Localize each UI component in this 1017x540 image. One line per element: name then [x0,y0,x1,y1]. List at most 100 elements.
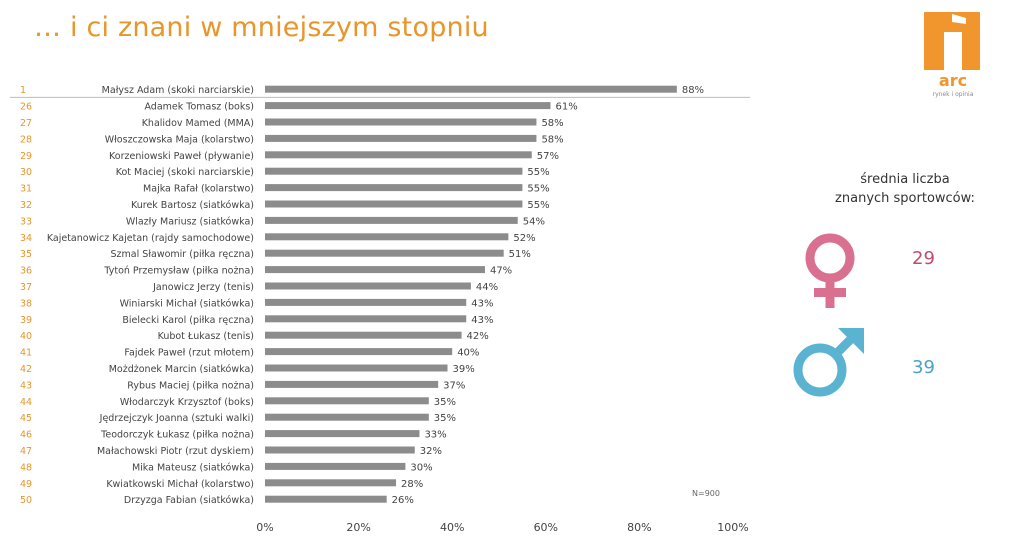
rank-label: 43 [20,380,32,391]
bar [265,266,485,274]
category-label: Mika Mateusz (siatkówka) [132,462,254,473]
data-label: 57% [537,151,559,162]
rank-label: 28 [20,134,32,145]
category-label: Adamek Tomasz (boks) [144,102,254,113]
data-label: 39% [453,364,475,375]
bar [265,397,429,405]
rank-label: 33 [20,216,32,227]
category-label: Tytoń Przemysław (piłka nożna) [103,266,254,277]
data-label: 42% [467,331,489,342]
page-title: … i ci znani w mniejszym stopniu [34,12,489,43]
rank-label: 48 [20,462,32,473]
rank-label: 42 [20,364,32,375]
bar [265,446,415,454]
data-label: 61% [555,102,577,113]
rank-label: 49 [20,479,32,490]
category-label: Fajdek Paweł (rzut młotem) [124,348,254,359]
x-tick-label: 0% [256,521,273,534]
data-label: 44% [476,282,498,293]
data-label: 28% [401,479,423,490]
bar [265,118,537,126]
logo-tagline: rynek i opinia [933,91,974,98]
category-label: Włodarczyk Krzysztof (boks) [120,397,254,408]
category-label: Kubot Łukasz (tenis) [158,331,254,342]
average-label-line2: znanych sportowców: [835,191,975,206]
category-label: Rybus Maciej (piłka nożna) [127,380,254,391]
x-tick-label: 40% [440,521,464,534]
data-label: 58% [541,134,563,145]
category-label: Teodorczyk Łukasz (piłka nożna) [100,430,254,441]
bar [265,184,523,192]
data-label: 40% [457,348,479,359]
bar-chart: 1 Małysz Adam (skoki narciarskie) 88% 26 Ada… [10,85,750,534]
rank-label: 35 [20,249,32,260]
logo-brand: arc [939,71,967,90]
bar [265,364,448,372]
data-label: 33% [424,430,446,441]
data-label: 35% [434,413,456,424]
category-label: Wlazły Mariusz (siatkówka) [126,216,254,227]
x-tick-label: 100% [717,521,748,534]
data-label: 55% [527,184,549,195]
rank-label: 1 [20,85,26,96]
category-label: Kot Maciej (skoki narciarskie) [116,167,254,178]
category-label: Szmal Sławomir (piłka ręczna) [111,249,254,260]
data-label: 88% [682,85,704,96]
data-label: 55% [527,167,549,178]
category-label: Drzyzga Fabian (siatkówka) [124,495,254,506]
bar [265,462,406,470]
bar [265,134,537,142]
data-label: 37% [443,380,465,391]
bar [265,430,420,438]
bar [265,331,462,339]
rank-label: 34 [20,233,32,244]
data-label: 47% [490,266,512,277]
data-label: 26% [392,495,414,506]
category-label: Kurek Bartosz (siatkówka) [131,200,254,211]
data-label: 30% [410,462,432,473]
rank-label: 37 [20,282,32,293]
category-label: Małysz Adam (skoki narciarskie) [102,85,254,96]
rank-label: 39 [20,315,32,326]
bar [265,233,509,241]
bar [265,200,523,208]
data-label: 35% [434,397,456,408]
rank-label: 29 [20,151,32,162]
bar [265,249,504,257]
rank-label: 45 [20,413,32,424]
category-label: Majka Rafał (kolarstwo) [143,184,254,195]
data-label: 55% [527,200,549,211]
bar [265,495,387,503]
rank-label: 40 [20,331,32,342]
data-label: 32% [420,446,442,457]
bar [265,151,532,159]
rank-label: 38 [20,298,32,309]
category-label: Janowicz Jerzy (tenis) [152,282,254,293]
category-label: Możdżonek Marcin (siatkówka) [109,364,254,375]
rank-label: 47 [20,446,32,457]
rank-label: 44 [20,397,32,408]
rank-label: 50 [20,495,32,506]
x-tick-label: 80% [627,521,651,534]
arc-logo: arc rynek i opinia [924,12,980,98]
category-label: Winiarski Michał (siatkówka) [120,298,254,309]
male-average-value: 39 [912,357,935,378]
bar [265,380,439,388]
bar [265,102,551,110]
bar [265,413,429,421]
category-label: Małachowski Piotr (rzut dyskiem) [97,446,254,457]
category-label: Bielecki Karol (piłka ręczna) [122,315,254,326]
rank-label: 32 [20,200,32,211]
data-label: 54% [523,216,545,227]
data-label: 43% [471,315,493,326]
rank-label: 36 [20,266,32,277]
average-label-line1: średnia liczba [860,172,950,187]
bar [265,85,677,93]
x-tick-label: 20% [346,521,370,534]
category-label: Jędrzejczyk Joanna (sztuki walki) [99,413,254,424]
category-label: Włoszczowska Maja (kolarstwo) [105,134,254,145]
data-label: 58% [541,118,563,129]
x-tick-label: 60% [534,521,558,534]
data-label: 52% [513,233,535,244]
rank-label: 27 [20,118,32,129]
